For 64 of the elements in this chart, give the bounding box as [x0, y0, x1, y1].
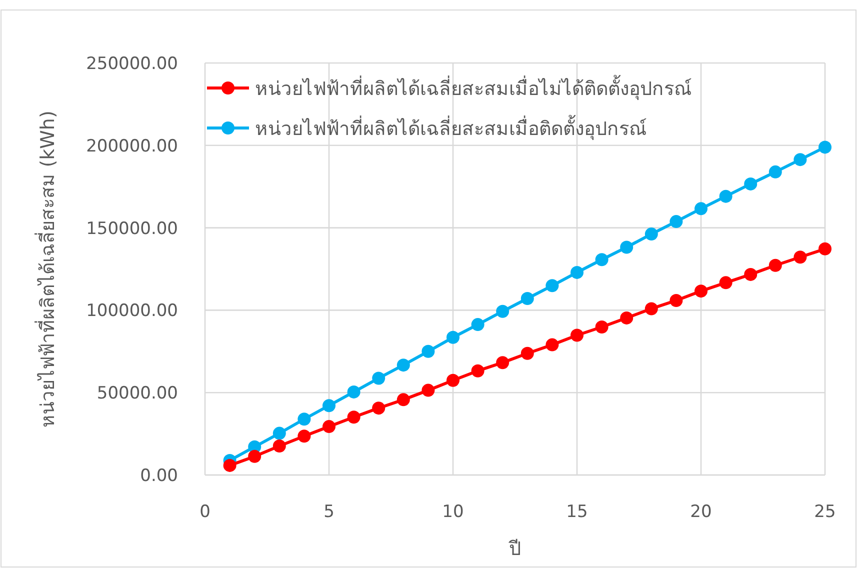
- x-tick-label: 0: [200, 502, 210, 522]
- point: [520, 346, 534, 360]
- y-tick-label: 200000.00: [86, 136, 178, 156]
- point: [347, 410, 360, 424]
- point: [422, 384, 435, 397]
- point: [372, 402, 386, 415]
- x-tick-label: 25: [814, 502, 836, 522]
- point: [570, 328, 584, 342]
- x-tick-label: 20: [690, 502, 712, 522]
- x-tick-label: 5: [324, 502, 334, 522]
- point: [347, 385, 360, 398]
- point: [794, 250, 807, 264]
- point: [396, 358, 410, 372]
- point: [644, 302, 658, 316]
- point: [670, 294, 683, 307]
- point: [272, 426, 286, 440]
- point: [322, 399, 336, 412]
- y-tick-label: 250000.00: [86, 54, 178, 74]
- y-tick-label: 100000.00: [86, 301, 178, 322]
- point: [496, 304, 510, 318]
- point: [446, 374, 460, 387]
- point: [719, 190, 732, 203]
- point: [496, 356, 510, 370]
- point: [620, 311, 634, 324]
- point: [298, 412, 311, 426]
- x-tick-label: 15: [566, 502, 588, 522]
- point: [794, 153, 807, 166]
- point: [546, 279, 559, 292]
- point: [372, 372, 386, 385]
- point: [298, 430, 311, 443]
- x-axis-title: ปี: [508, 538, 521, 560]
- point: [768, 165, 782, 178]
- point: [670, 215, 683, 228]
- point: [644, 228, 658, 241]
- legend-label: หน่วยไฟฟ้าที่ผลิตได้เฉลี่ยสะสมเมื่อติดตั้งอุปกรณ์: [255, 115, 647, 141]
- x-tick-label: 10: [442, 502, 464, 522]
- point: [272, 439, 286, 452]
- point: [223, 458, 236, 472]
- point: [471, 364, 484, 378]
- point: [744, 177, 758, 190]
- y-tick-label: 150000.00: [86, 218, 178, 239]
- point: [446, 330, 460, 344]
- point: [396, 393, 410, 406]
- point: [818, 242, 832, 256]
- point: [744, 268, 758, 281]
- point: [768, 258, 782, 272]
- point: [595, 320, 608, 334]
- point: [719, 276, 732, 290]
- y-axis-title: หน่วยไฟฟ้าที่ผลิตได้เฉลี่ยสะสม (kWh): [34, 110, 59, 428]
- point: [694, 202, 708, 216]
- legend-label: หน่วยไฟฟ้าที่ผลิตได้เฉลี่ยสะสมเมื่อไม่ได้ติดตั้งอุปกรณ์: [255, 75, 692, 101]
- y-tick-label: 0.00: [140, 466, 178, 486]
- point: [520, 292, 534, 305]
- point: [248, 450, 262, 463]
- point: [546, 338, 559, 352]
- y-tick-label: 50000.00: [96, 384, 178, 404]
- point: [471, 318, 484, 332]
- point: [818, 140, 832, 154]
- point: [570, 266, 584, 279]
- point: [595, 253, 608, 266]
- point: [322, 420, 336, 434]
- point: [694, 284, 708, 298]
- point: [620, 240, 634, 254]
- point: [422, 344, 435, 358]
